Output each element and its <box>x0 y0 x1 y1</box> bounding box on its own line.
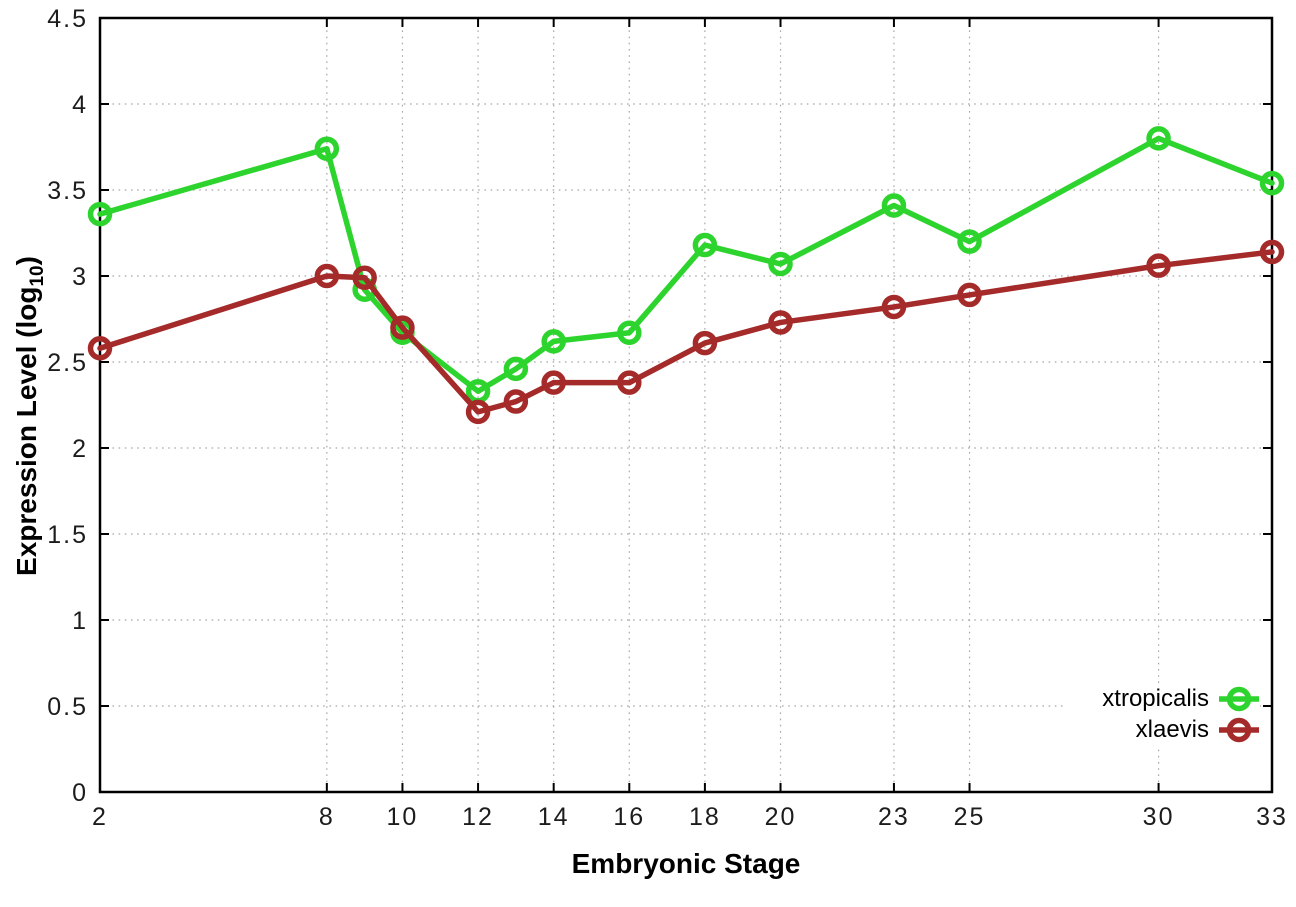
x-tick-label: 8 <box>319 803 335 831</box>
data-point-xtropicalis <box>881 193 907 218</box>
legend-label: xlaevis <box>1135 716 1209 743</box>
xlaevis-line-marker-icon <box>1219 717 1259 743</box>
series-line-xlaevis <box>97 249 1275 415</box>
xtropicalis-line-marker-icon <box>1219 686 1259 712</box>
data-point-xlaevis <box>768 310 793 335</box>
data-point-xtropicalis <box>314 136 340 161</box>
y-tick-label: 4.5 <box>47 5 88 33</box>
legend-item-xtropicalis: xtropicalis <box>1102 685 1260 712</box>
x-tick-label: 14 <box>538 803 570 831</box>
y-tick-label: 0.5 <box>47 693 88 721</box>
data-point-xlaevis <box>465 399 491 425</box>
x-tick-label: 25 <box>954 803 986 831</box>
y-axis-title-suffix: ) <box>11 256 43 266</box>
data-point-xtropicalis <box>541 329 566 354</box>
y-axis-title-subscript: 10 <box>26 265 48 287</box>
data-point-xtropicalis <box>768 251 793 277</box>
data-point-xtropicalis <box>503 356 529 382</box>
y-tick-label: 0 <box>72 779 88 807</box>
x-tick-label: 20 <box>765 803 797 831</box>
x-tick-label: 10 <box>387 803 419 831</box>
x-axis-title: Embryonic Stage <box>571 848 801 879</box>
x-tick-label: 12 <box>462 803 494 831</box>
y-axis-title-text: Expression Level (log <box>11 286 43 576</box>
y-tick-label: 3 <box>72 263 88 291</box>
x-tick-label: 33 <box>1256 803 1288 831</box>
y-tick-label: 1.5 <box>47 521 88 549</box>
data-point-xlaevis <box>617 370 642 395</box>
data-point-xlaevis <box>1259 239 1285 265</box>
y-tick-label: 2 <box>72 435 88 463</box>
data-point-xtropicalis <box>692 232 718 258</box>
data-point-xlaevis <box>1146 253 1171 278</box>
data-point-xlaevis <box>87 335 113 361</box>
plot-border <box>98 16 1274 794</box>
data-point-xlaevis <box>352 265 377 290</box>
legend-item-xlaevis: xlaevis <box>1135 716 1260 743</box>
x-tick-label: 2 <box>92 803 108 831</box>
x-tick-label: 30 <box>1143 803 1175 831</box>
data-point-xtropicalis <box>1259 170 1285 196</box>
data-point-xtropicalis <box>87 201 113 227</box>
data-point-xlaevis <box>692 330 718 356</box>
y-tick-label: 3.5 <box>47 177 88 205</box>
data-point-xlaevis <box>503 389 529 414</box>
data-point-xlaevis <box>314 263 340 289</box>
legend: xtropicalis xlaevis <box>1066 684 1260 745</box>
y-axis-title: Expression Level (log10) <box>11 256 49 576</box>
data-point-xlaevis <box>541 370 566 395</box>
data-point-xlaevis <box>881 294 907 320</box>
data-point-xtropicalis <box>1146 126 1171 151</box>
x-tick-label: 18 <box>689 803 721 831</box>
data-point-xtropicalis <box>617 320 642 346</box>
data-point-xlaevis <box>390 315 415 340</box>
data-point-xtropicalis <box>957 229 982 254</box>
x-tick-label: 23 <box>878 803 910 831</box>
y-tick-label: 2.5 <box>47 349 88 377</box>
x-tick-label: 16 <box>613 803 645 831</box>
y-tick-label: 4 <box>72 91 88 119</box>
data-point-xlaevis <box>957 282 982 308</box>
legend-label: xtropicalis <box>1102 685 1209 712</box>
y-tick-label: 1 <box>72 607 88 635</box>
